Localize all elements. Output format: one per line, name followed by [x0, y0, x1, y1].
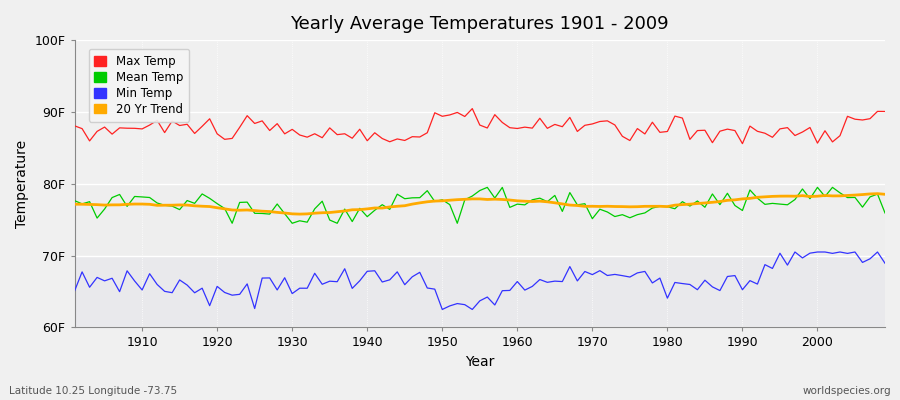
Title: Yearly Average Temperatures 1901 - 2009: Yearly Average Temperatures 1901 - 2009 [291, 15, 669, 33]
Legend: Max Temp, Mean Temp, Min Temp, 20 Yr Trend: Max Temp, Mean Temp, Min Temp, 20 Yr Tre… [88, 49, 189, 122]
X-axis label: Year: Year [465, 355, 494, 369]
Bar [75, 256, 885, 328]
Text: Latitude 10.25 Longitude -73.75: Latitude 10.25 Longitude -73.75 [9, 386, 177, 396]
Text: worldspecies.org: worldspecies.org [803, 386, 891, 396]
Bar [75, 184, 885, 256]
Y-axis label: Temperature: Temperature [15, 140, 29, 228]
